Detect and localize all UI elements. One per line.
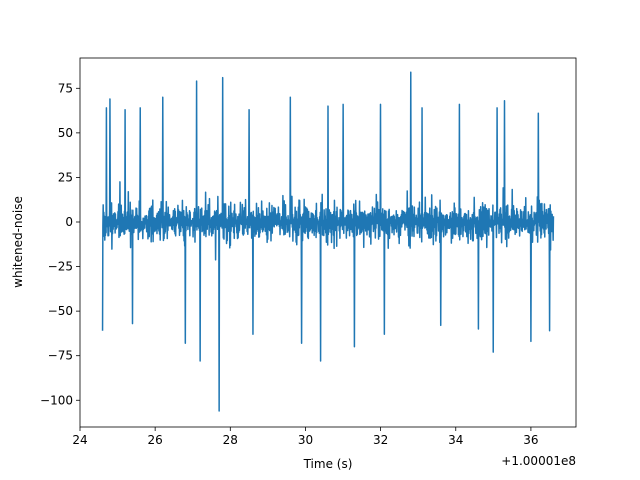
x-offset-label: +1.00001e8	[501, 454, 576, 468]
x-tick-label: 36	[523, 433, 538, 447]
y-tick-label: 0	[65, 215, 73, 229]
x-axis-label: Time (s)	[303, 457, 353, 471]
y-tick-label: 75	[58, 81, 73, 95]
x-tick-label: 26	[148, 433, 163, 447]
y-tick-label: 25	[58, 170, 73, 184]
series-layer	[101, 71, 555, 412]
y-tick-label: −25	[48, 260, 73, 274]
y-tick-label: −50	[48, 304, 73, 318]
y-tick-label: −75	[48, 349, 73, 363]
x-axis: 24 26 28 30 32 34 36	[72, 427, 539, 447]
plot-frame	[79, 57, 577, 428]
x-tick-label: 28	[223, 433, 238, 447]
series-line	[101, 71, 555, 412]
x-tick-label: 24	[72, 433, 87, 447]
y-axis-label: whitened-noise	[11, 196, 25, 288]
x-tick-label: 34	[448, 433, 463, 447]
x-tick-label: 30	[298, 433, 313, 447]
x-tick-label: 32	[373, 433, 388, 447]
y-tick-label: 50	[58, 126, 73, 140]
y-axis: 75 50 25 0 −25 −50 −75 −100	[40, 81, 80, 407]
y-tick-label: −100	[40, 393, 73, 407]
